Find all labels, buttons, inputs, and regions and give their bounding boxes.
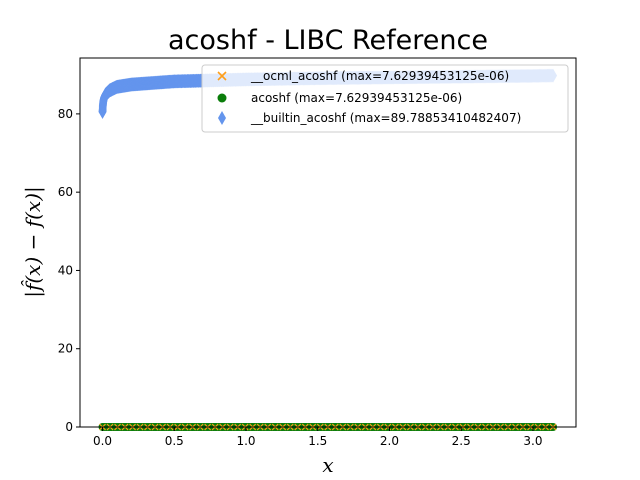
x-axis: 0.0 0.5 1.0 1.5 2.0 2.5 3.0 — [93, 427, 543, 448]
x-axis-label: x — [322, 453, 333, 477]
y-tick-label: 0 — [65, 420, 73, 434]
y-tick-label: 80 — [58, 107, 73, 121]
x-tick-label: 1.5 — [308, 434, 327, 448]
x-tick-label: 2.5 — [452, 434, 471, 448]
legend-marker-circle-icon — [217, 93, 227, 103]
y-tick-label: 20 — [58, 342, 73, 356]
legend-entry-acoshf: acoshf (max=7.62939453125e-06) — [251, 91, 462, 105]
legend: __ocml_acoshf (max=7.62939453125e-06) ac… — [201, 64, 569, 133]
x-tick-label: 1.0 — [236, 434, 255, 448]
legend-box — [201, 64, 569, 133]
x-tick-label: 0.5 — [165, 434, 184, 448]
y-axis: 0 20 40 60 80 — [58, 107, 80, 434]
legend-entry-ocml: __ocml_acoshf (max=7.62939453125e-06) — [250, 69, 509, 83]
x-tick-label: 2.0 — [380, 434, 399, 448]
legend-entry-builtin: __builtin_acoshf (max=89.78853410482407) — [250, 111, 521, 125]
x-tick-label: 3.0 — [523, 434, 542, 448]
axes-frame — [79, 57, 577, 428]
y-tick-label: 40 — [58, 263, 73, 277]
chart-title: acoshf - LIBC Reference — [168, 25, 488, 56]
y-tick-label: 60 — [58, 185, 73, 199]
legend-marker-diamond-icon — [218, 111, 226, 125]
x-tick-label: 0.0 — [93, 434, 112, 448]
y-axis-label: |f̂(x) − f(x)| — [21, 186, 46, 298]
legend-marker-x-icon — [217, 71, 227, 81]
